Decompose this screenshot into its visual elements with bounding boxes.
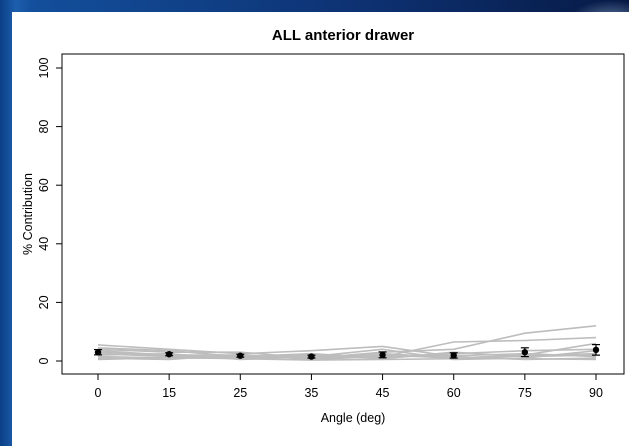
- series-line-9: [97, 351, 597, 361]
- mean-points: [94, 346, 600, 360]
- x-tick-label: 90: [589, 386, 603, 400]
- x-axis: 0 15 25 35 45 60 75 90: [95, 374, 603, 400]
- mean-point: [308, 353, 315, 360]
- plot-frame: [61, 53, 625, 375]
- individual-lines: [97, 325, 597, 361]
- mean-point: [237, 352, 244, 359]
- x-axis-label: Angle (deg): [321, 411, 386, 425]
- series-line-8: [97, 352, 597, 361]
- mean-point: [450, 352, 457, 359]
- chart-panel: ALL anterior drawer 0 15 25 35 45 60 75 90 0 20 4…: [12, 12, 629, 446]
- mean-point: [592, 346, 600, 354]
- series-line-10: [97, 352, 597, 361]
- mean-point: [165, 351, 173, 358]
- y-tick-label: 0: [37, 357, 51, 364]
- y-axis-label: % Contribution: [21, 173, 35, 255]
- mean-point: [94, 349, 102, 356]
- x-tick-label: 60: [447, 386, 461, 400]
- x-tick-label: 75: [518, 386, 532, 400]
- chart: ALL anterior drawer 0 15 25 35 45 60 75 90 0 20 4…: [21, 27, 625, 425]
- x-tick-label: 45: [376, 386, 390, 400]
- x-tick-label: 35: [304, 386, 318, 400]
- mean-point: [379, 351, 386, 359]
- y-tick-label: 20: [37, 295, 51, 309]
- y-tick-label: 80: [37, 120, 51, 134]
- y-axis: 0 20 40 60 80 100: [37, 58, 62, 364]
- y-tick-label: 60: [37, 178, 51, 192]
- chart-title: ALL anterior drawer: [272, 27, 414, 44]
- y-tick-label: 100: [37, 58, 51, 79]
- x-tick-label: 25: [233, 386, 247, 400]
- x-tick-label: 15: [162, 386, 176, 400]
- y-tick-label: 40: [37, 237, 51, 251]
- mean-point: [521, 349, 529, 356]
- x-tick-label: 0: [95, 386, 102, 400]
